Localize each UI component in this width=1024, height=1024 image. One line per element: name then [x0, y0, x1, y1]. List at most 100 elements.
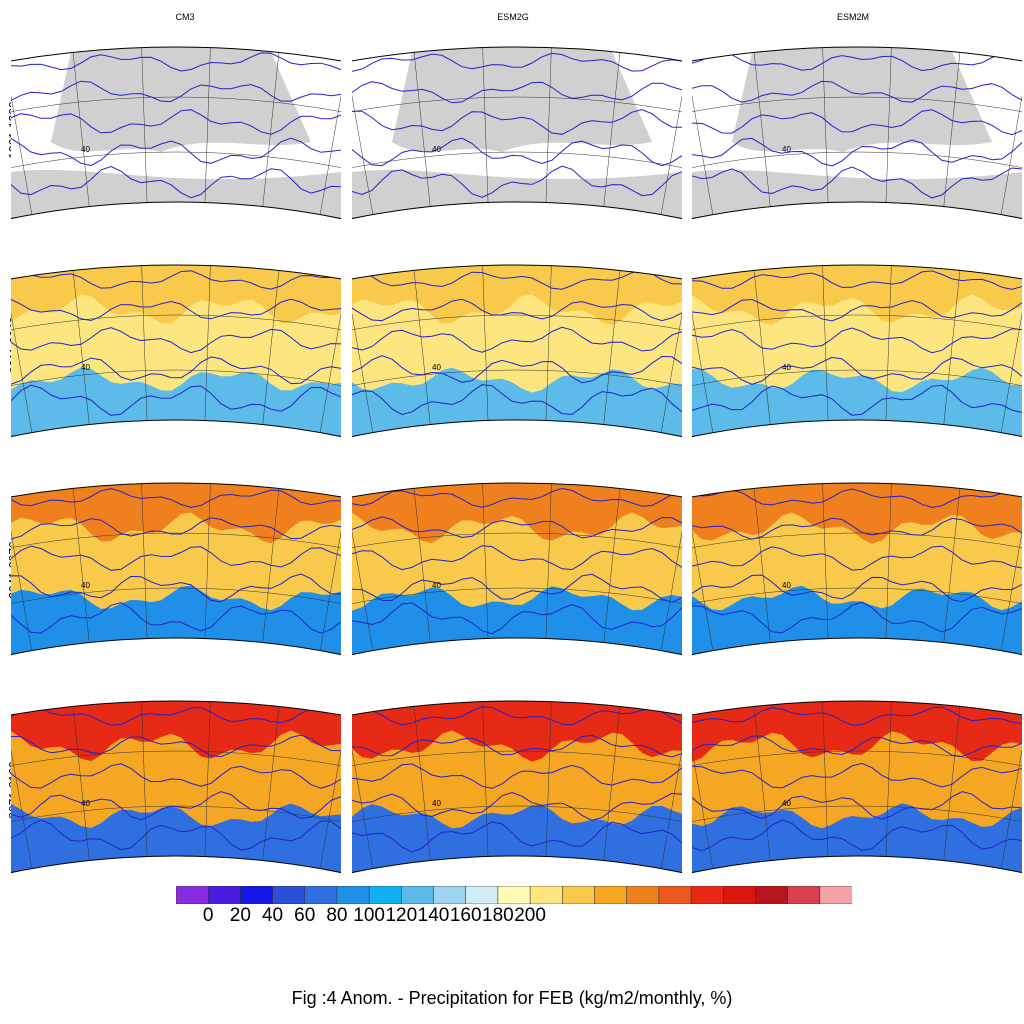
contour-line [11, 384, 341, 416]
contour-line [11, 270, 341, 290]
anomaly-field [692, 483, 1022, 544]
colorbar-swatch [304, 886, 338, 904]
map-frame [692, 46, 1022, 220]
map-panel-esm2m-2041-2070: 40 [692, 458, 1022, 658]
meridian-line [204, 47, 211, 203]
colorbar-swatch [722, 886, 757, 904]
meridian-line [943, 706, 961, 861]
meridian-line [545, 483, 552, 639]
contour-line [692, 819, 1022, 852]
meridian-line [11, 61, 33, 215]
contour-label: 40 [81, 799, 90, 808]
contour-line [11, 165, 341, 199]
contour-line [692, 166, 1022, 199]
map-panel-cm3-1961-1990: 40 [11, 22, 341, 222]
meridian-line [352, 715, 374, 869]
colorbar-tick-label: 0 [202, 905, 214, 926]
anomaly-field [11, 483, 341, 544]
column-title-esm2g: ESM2G [497, 12, 529, 22]
colorbar-swatch [272, 886, 306, 904]
meridian-line [660, 497, 682, 651]
contour-line [692, 601, 1022, 634]
meridian-line [319, 715, 341, 869]
map-panel-cm3-2041-2070: 40 [11, 458, 341, 658]
meridian-line [11, 715, 33, 869]
map-frame [352, 700, 682, 874]
contour-line [352, 384, 682, 416]
contour-line [11, 734, 341, 758]
meridian-line [603, 488, 621, 643]
meridian-line [822, 701, 829, 857]
parallel-line [352, 750, 682, 772]
meridian-line [753, 706, 771, 861]
meridian-line [72, 488, 90, 643]
contour-line [352, 791, 682, 821]
meridian-line [262, 706, 280, 861]
meridian-line [545, 265, 552, 421]
column-title-cm3: CM3 [175, 12, 195, 22]
contour-label: 40 [432, 363, 441, 372]
parallel-line [11, 750, 341, 772]
meridian-line [660, 715, 682, 869]
contour-line [352, 763, 682, 789]
map-frame [352, 46, 682, 220]
map-frame [692, 264, 1022, 438]
contour-line [11, 488, 341, 508]
contour-line [352, 487, 682, 508]
contour-line [692, 51, 1022, 72]
meridian-line [204, 701, 211, 857]
parallel-line [11, 96, 341, 118]
meridian-line [660, 61, 682, 215]
map-panel-esm2m-2011-2040: 40 [692, 240, 1022, 440]
meridian-line [72, 52, 90, 207]
meridian-line [753, 52, 771, 207]
map-frame [11, 700, 341, 874]
figure-caption: Fig :4 Anom. - Precipitation for FEB (kg… [291, 988, 733, 1008]
contour-line [11, 80, 341, 104]
meridian-line [885, 47, 892, 203]
contour-label: 40 [432, 145, 441, 154]
contour-line [352, 545, 682, 571]
map-panel-esm2g-2041-2070: 40 [352, 458, 682, 658]
contour-line [11, 517, 341, 540]
colorbar-swatch [755, 886, 789, 904]
meridian-line [204, 265, 211, 421]
meridian-line [413, 706, 431, 861]
colorbar-swatch [561, 886, 596, 904]
contour-line [11, 706, 341, 726]
contour-line [11, 137, 341, 167]
colorbar-swatch [336, 886, 370, 904]
colorbar-tick-label: 120 [385, 905, 418, 926]
anomaly-field [352, 483, 682, 543]
colorbar-tick-label: 140 [417, 905, 450, 926]
contour-line [692, 574, 1022, 603]
parallel-line [352, 532, 682, 554]
colorbar-swatch [176, 886, 209, 904]
contour-line [11, 109, 341, 135]
contour-line [11, 298, 341, 322]
map-frame [11, 264, 341, 438]
meridian-line [822, 483, 829, 639]
contour-line [11, 327, 341, 354]
meridian-line [352, 61, 374, 215]
parallel-line [692, 314, 1022, 336]
contour-label: 40 [432, 799, 441, 808]
colorbar-tick-label: 100 [353, 905, 385, 926]
anomaly-field [11, 265, 341, 326]
contour-line [692, 80, 1022, 103]
contour-line [692, 356, 1022, 385]
anomaly-field [692, 265, 1022, 325]
parallel-line [692, 96, 1022, 118]
meridian-line [545, 47, 552, 203]
contour-label: 40 [782, 145, 791, 154]
map-frame [352, 482, 682, 656]
meridian-line [603, 270, 621, 425]
contour-line [11, 791, 341, 821]
meridian-line [1000, 497, 1022, 651]
meridian-line [352, 279, 374, 433]
colorbar-tick-label: 60 [294, 905, 316, 926]
meridian-line [603, 706, 621, 861]
map-panel-esm2g-2011-2040: 40 [352, 240, 682, 440]
meridian-line [545, 701, 552, 857]
colorbar-tick-label: 160 [449, 905, 482, 926]
